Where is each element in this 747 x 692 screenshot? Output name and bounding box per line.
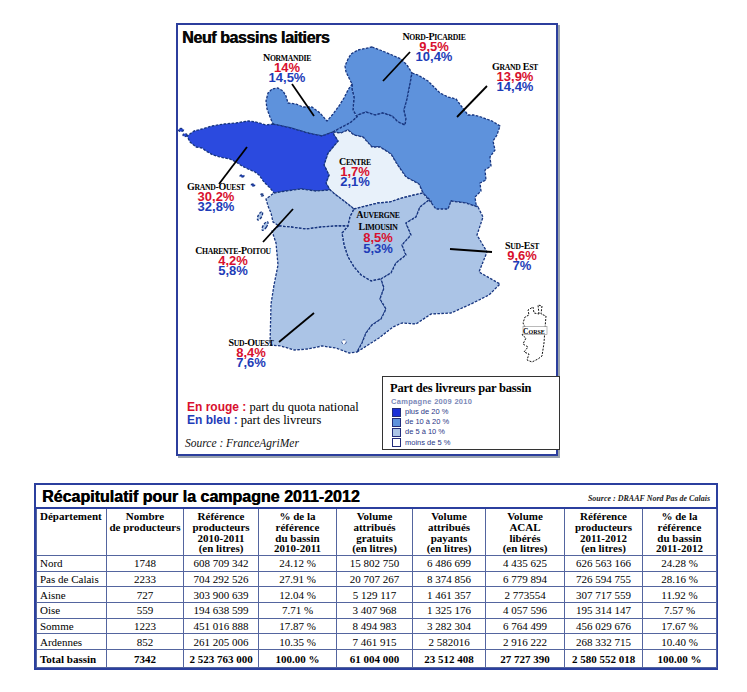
svg-text:CORSE: CORSE [523,327,545,336]
